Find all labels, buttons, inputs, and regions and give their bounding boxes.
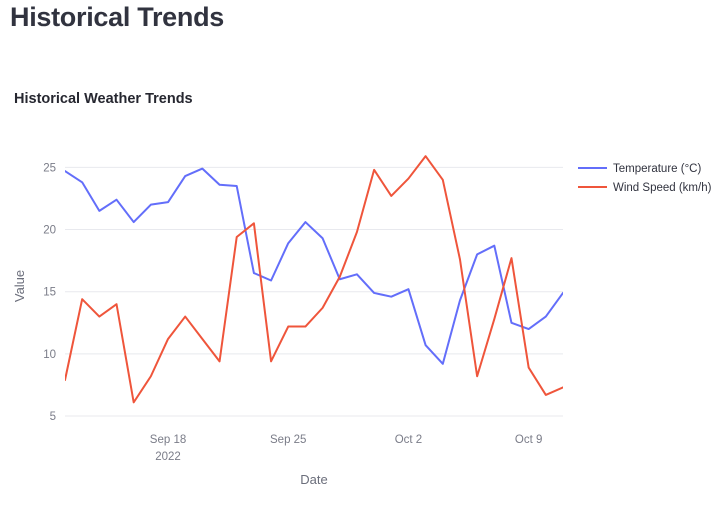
series-line-wind-speed[interactable] [65, 155, 563, 404]
y-tick-label: 15 [43, 287, 56, 299]
x-tick-label: Sep 25 [270, 434, 306, 446]
chart-legend[interactable]: Temperature (°C) Wind Speed (km/h) [578, 163, 712, 194]
legend-item-temperature[interactable]: Temperature (°C) [578, 163, 701, 175]
y-axis-ticks: 5 10 15 20 25 [43, 162, 56, 423]
legend-item-wind-speed[interactable]: Wind Speed (km/h) [578, 182, 712, 194]
y-axis-label: Value [12, 270, 27, 302]
x-axis-label: Date [300, 472, 327, 487]
y-tick-label: 5 [50, 411, 56, 423]
x-axis-ticks: Sep 18 2022 Sep 25 Oct 2 Oct 9 [150, 434, 543, 463]
x-tick-label: Oct 9 [515, 434, 542, 446]
series-line-temperature[interactable] [65, 167, 563, 365]
chart-title: Historical Weather Trends [14, 91, 193, 107]
x-tick-label: Oct 2 [395, 434, 422, 446]
x-tick-label: Sep 18 [150, 434, 186, 446]
x-tick-sublabel: 2022 [155, 451, 181, 463]
plot-area[interactable] [65, 155, 563, 404]
y-tick-label: 10 [43, 349, 56, 361]
legend-label: Temperature (°C) [613, 163, 701, 175]
legend-label: Wind Speed (km/h) [613, 182, 712, 194]
grid-lines [65, 166, 563, 417]
y-tick-label: 20 [43, 225, 56, 237]
page-title: Historical Trends [10, 2, 224, 32]
y-tick-label: 25 [43, 162, 56, 174]
